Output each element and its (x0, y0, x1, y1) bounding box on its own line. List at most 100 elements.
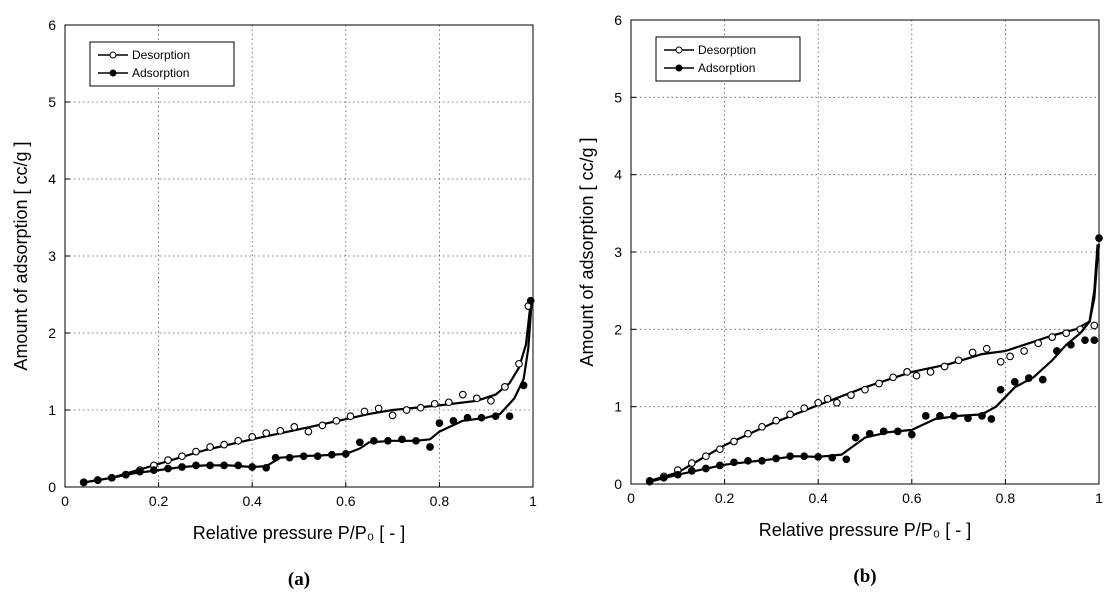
legend: Desorption Adsorption (655, 36, 801, 82)
data-point-adsorption (800, 452, 809, 461)
y-tick-label: 3 (614, 244, 622, 260)
data-point-adsorption (1081, 336, 1089, 345)
x-tick-label: 0.6 (336, 493, 356, 509)
data-point-desorption (954, 356, 963, 365)
data-point-desorption (374, 404, 383, 413)
y-tick-label: 2 (614, 321, 622, 337)
data-point-adsorption (996, 385, 1005, 394)
data-point-adsorption (327, 450, 336, 459)
x-tick-label: 0.8 (996, 490, 1016, 506)
data-point-desorption (687, 459, 696, 467)
data-point-adsorption (178, 463, 186, 471)
y-tick-label: 4 (614, 167, 622, 183)
data-point-desorption (402, 406, 411, 414)
data-point-adsorption (673, 470, 682, 479)
data-point-adsorption (271, 453, 280, 462)
data-point-adsorption (107, 473, 116, 482)
data-point-adsorption (313, 452, 322, 461)
x-tick-label: 0.4 (242, 493, 262, 509)
data-point-adsorption (463, 413, 472, 422)
data-point-desorption (262, 429, 271, 437)
data-point-adsorption (426, 443, 434, 451)
data-point-adsorption (150, 466, 158, 474)
data-point-adsorption (248, 463, 257, 471)
data-point-adsorption (121, 470, 130, 479)
data-point-adsorption (851, 433, 860, 442)
data-point-adsorption (659, 473, 668, 482)
data-point-adsorption (842, 455, 851, 464)
data-point-desorption (318, 421, 327, 430)
data-point-adsorption (1053, 347, 1061, 355)
legend-marker (675, 64, 683, 72)
data-point-adsorption (964, 414, 972, 423)
data-point-desorption (889, 373, 897, 382)
data-point-desorption (487, 396, 495, 405)
x-tick-label: 0.2 (715, 490, 735, 506)
data-point-adsorption (865, 429, 874, 438)
data-point-desorption (1034, 339, 1043, 348)
data-point-adsorption (299, 452, 308, 461)
y-axis-label: Amount of adsorption [ cc/g ] (577, 137, 597, 366)
data-point-desorption (276, 426, 285, 435)
y-tick-label: 0 (614, 476, 622, 492)
data-point-adsorption (285, 453, 294, 462)
data-point-desorption (814, 398, 823, 407)
data-point-desorption (903, 368, 911, 376)
data-point-adsorption (772, 454, 780, 463)
data-point-adsorption (758, 456, 766, 465)
x-tick-label: 0.8 (430, 493, 450, 509)
data-point-desorption (178, 452, 186, 461)
data-point-adsorption (786, 452, 794, 461)
data-point-desorption (416, 403, 425, 412)
x-tick-label: 0.4 (808, 490, 828, 506)
data-point-desorption (772, 416, 780, 425)
data-point-desorption (501, 383, 509, 391)
data-point-adsorption (412, 436, 420, 445)
data-point-adsorption (1010, 378, 1019, 386)
data-point-adsorption (206, 461, 214, 470)
data-point-desorption (926, 368, 935, 376)
data-point-desorption (730, 437, 738, 446)
x-tick-label: 0 (61, 493, 69, 509)
data-point-adsorption (687, 467, 696, 475)
data-point-adsorption (645, 477, 654, 486)
data-point-desorption (982, 344, 991, 353)
data-point-adsorption (192, 461, 200, 470)
data-point-adsorption (744, 456, 752, 465)
data-point-desorption (360, 407, 369, 416)
data-point-adsorption (921, 412, 930, 420)
data-point-adsorption (234, 461, 243, 470)
legend-marker (109, 69, 117, 77)
data-point-desorption (996, 357, 1005, 366)
data-point-adsorption (370, 436, 378, 445)
data-point-adsorption (702, 464, 710, 473)
data-point-adsorption (341, 450, 350, 458)
data-point-desorption (702, 452, 710, 461)
data-point-adsorption (716, 461, 724, 470)
chart-svg-a: 0 0.2 0.4 0.6 0.8 1 0 1 2 3 4 5 6 Relative pressure P… (11, 17, 537, 590)
y-tick-label: 6 (48, 17, 56, 33)
y-axis-label: Amount of adsorption [ cc/g ] (11, 141, 31, 370)
data-point-adsorption (893, 427, 902, 436)
y-tick-label: 5 (48, 94, 56, 110)
data-point-desorption (912, 371, 921, 380)
data-point-desorption (1048, 333, 1057, 341)
data-point-adsorption (384, 436, 392, 445)
data-point-adsorption (1095, 234, 1103, 242)
data-point-desorption (304, 427, 313, 436)
series-curve-adsorption (649, 244, 1099, 483)
legend-box (89, 41, 235, 87)
x-tick-label: 0 (627, 490, 635, 506)
x-tick-label: 0.6 (902, 490, 922, 506)
data-point-desorption (430, 399, 439, 408)
data-point-adsorption (1038, 375, 1047, 384)
y-tick-label: 6 (614, 12, 622, 28)
legend-label: Adsorption (698, 61, 755, 75)
data-point-desorption (458, 390, 467, 399)
y-tick-label: 5 (614, 89, 622, 105)
legend-marker (675, 46, 683, 54)
x-axis-label: Relative pressure P/P₀ [ - ] (193, 523, 406, 543)
x-tick-label: 0.2 (149, 493, 169, 509)
data-point-adsorption (1024, 374, 1033, 382)
data-point-desorption (758, 422, 766, 431)
